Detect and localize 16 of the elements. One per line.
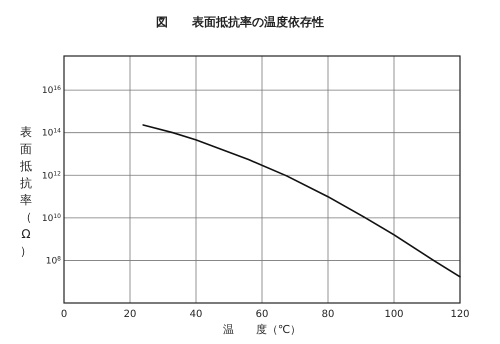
x-tick-label: 0 xyxy=(60,309,68,320)
x-tick-label: 60 xyxy=(256,309,268,320)
y-tick-label: 10$^{10}$ xyxy=(42,212,62,224)
y-axis-title: 表面抵抗率（Ω） xyxy=(19,125,32,258)
x-tick-label: 20 xyxy=(124,309,136,320)
y-tick-label: 10$^{12}$ xyxy=(42,170,62,182)
chart-title: 図 表面抵抗率の温度依存性 xyxy=(156,15,324,29)
x-tick-label: 100 xyxy=(384,309,404,320)
x-axis-title: 温 度（℃） xyxy=(222,323,302,336)
x-tick-label: 80 xyxy=(322,309,334,320)
y-tick-label: 10$^{16}$ xyxy=(42,84,62,96)
y-tick-label: 10$^{8}$ xyxy=(46,254,62,266)
line-series xyxy=(142,124,461,278)
x-tick-label: 40 xyxy=(190,309,202,320)
x-tick-label: 120 xyxy=(450,309,470,320)
y-tick-label: 10$^{14}$ xyxy=(42,127,62,139)
